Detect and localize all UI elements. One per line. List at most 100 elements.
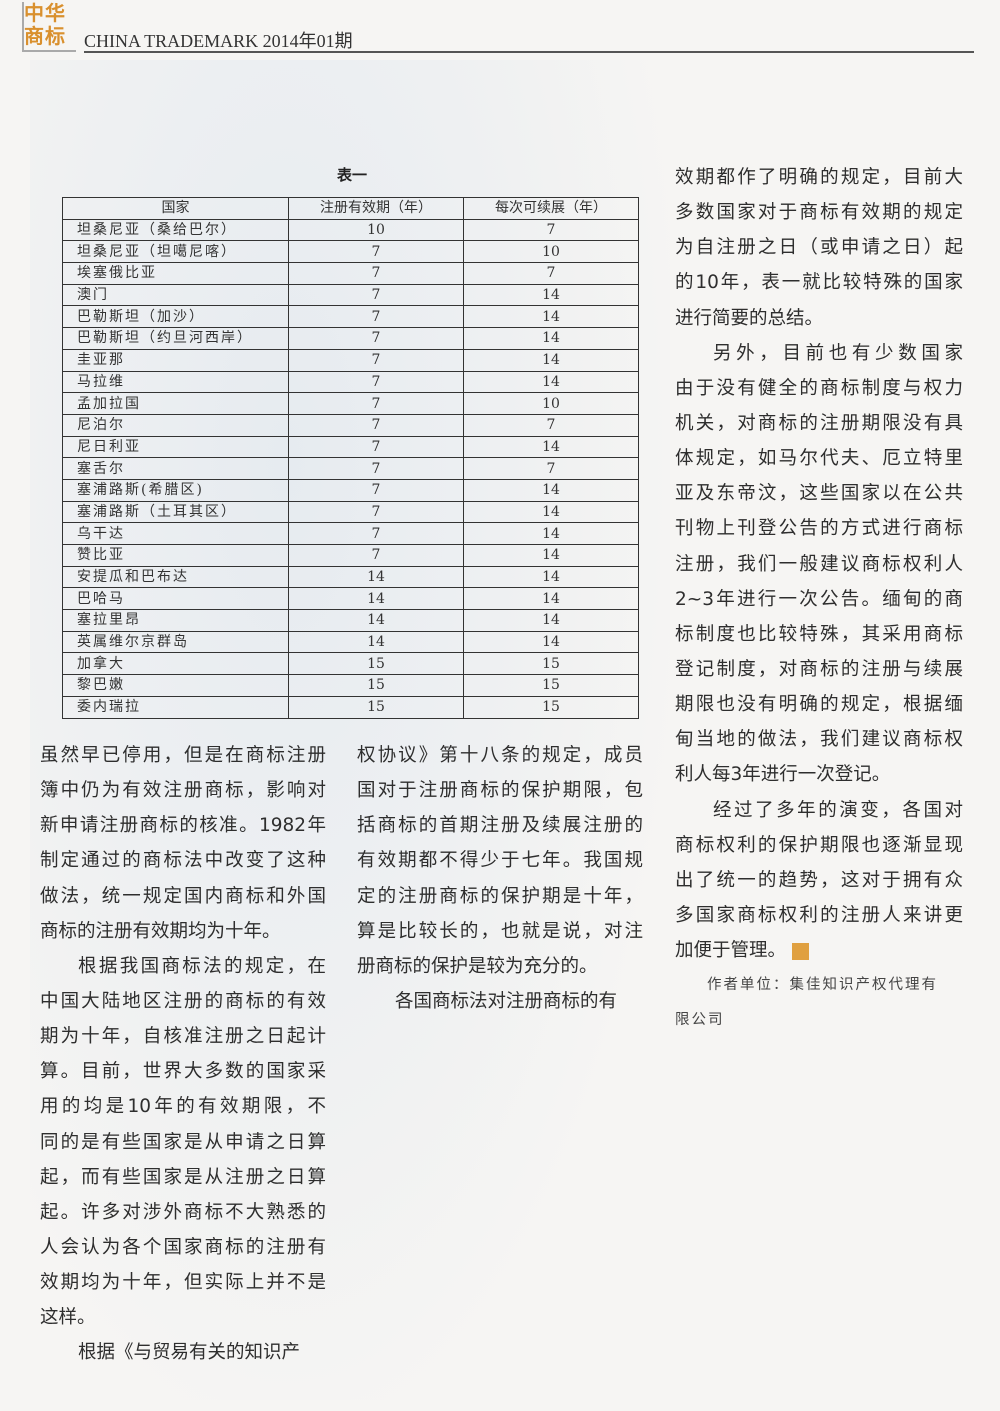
paragraph: 效期都作了明确的规定，目前大 多数国家对于商标有效期的规定 为自注册之日（或申请之日… (675, 160, 963, 336)
text-line: 商标的注册有效期均为十年。 (40, 914, 326, 949)
logo-line-1: 中华 (24, 1, 66, 25)
cell-country: 塞拉里昂 (62, 609, 289, 632)
line-text: 效期均为十年，但实际上并不是 (40, 1272, 326, 1294)
line-text: 起。许多对涉外商标不大熟悉的 (40, 1201, 326, 1223)
cell-country: 赞比亚 (62, 544, 289, 567)
line-text: 经过了多年的演变，各国对 (713, 799, 963, 821)
line-text: 人会认为各个国家商标的注册有 (40, 1236, 326, 1258)
cell-validity: 10 (288, 218, 464, 242)
cell-validity: 7 (288, 240, 464, 264)
cell-country: 澳门 (62, 283, 289, 307)
text-line: 由于没有健全的商标制度与权力 (675, 371, 963, 406)
text-line: 注册，我们一般建议商标权利人 (675, 547, 963, 582)
text-line: 体规定，如马尔代夫、厄立特里 (675, 441, 963, 476)
cell-renewal: 7 (463, 218, 639, 242)
text-line: 同的是有些国家是从申请之日算 (40, 1125, 326, 1160)
cell-validity: 7 (288, 413, 464, 437)
cell-renewal: 7 (463, 457, 639, 480)
cell-renewal: 14 (463, 587, 639, 611)
line-text: 体规定，如马尔代夫、厄立特里 (675, 448, 963, 470)
cell-country: 英属维尔京群岛 (62, 630, 289, 654)
text-line: 各国商标法对注册商标的有 (357, 984, 643, 1019)
column-right: 效期都作了明确的规定，目前大 多数国家对于商标有效期的规定 为自注册之日（或申请之日… (675, 160, 963, 968)
paragraph: 经过了多年的演变，各国对 商标权利的保护期限也逐渐显现 出了统一的趋势，这对于拥有众… (675, 793, 963, 969)
text-line: 效期均为十年，但实际上并不是 (40, 1265, 326, 1300)
cell-validity: 7 (288, 370, 464, 394)
cell-country: 坦桑尼亚（桑给巴尔） (62, 218, 289, 242)
text-line: 根据我国商标法的规定，在 (40, 949, 326, 984)
text-line: 另外，目前也有少数国家 (675, 336, 963, 371)
cell-country: 加拿大 (62, 652, 289, 676)
header-validity: 注册有效期（年） (288, 197, 464, 220)
cell-country: 黎巴嫩 (62, 674, 289, 697)
cell-renewal: 14 (463, 370, 639, 394)
line-text: 新申请注册商标的核准。1982年 (40, 815, 326, 837)
cell-validity: 7 (288, 262, 464, 285)
cell-country: 巴勒斯坦（约旦河西岸） (62, 327, 289, 350)
line-text: 括商标的首期注册及续展注册的 (357, 815, 643, 837)
line-text: 算。目前，世界大多数的国家采 (40, 1061, 326, 1083)
cell-renewal: 14 (463, 522, 639, 545)
cell-country: 塞浦路斯（土耳其区） (62, 500, 289, 524)
line-text: 同的是有些国家是从申请之日算 (40, 1131, 326, 1153)
text-line: 利人每3年进行一次登记。 (675, 757, 963, 792)
line-text: 商标的注册有效期均为十年。 (40, 920, 281, 942)
cell-renewal: 15 (463, 652, 639, 676)
text-line: 亚及东帝汶，这些国家以在公共 (675, 476, 963, 511)
table-row: 巴勒斯坦（约旦河西岸） 7 14 (62, 327, 639, 350)
table-row: 黎巴嫩 15 15 (62, 674, 639, 697)
cell-country: 埃塞俄比亚 (62, 262, 289, 285)
table-row: 巴哈马 14 14 (62, 587, 639, 611)
text-line: 期限也没有明确的规定，根据缅 (675, 687, 963, 722)
text-line: 多数国家对于商标有效期的规定 (675, 195, 963, 230)
text-line: 的10年，表一就比较特殊的国家 (675, 265, 963, 300)
table-row: 加拿大 15 15 (62, 652, 639, 676)
table-row: 赞比亚 7 14 (62, 544, 639, 567)
line-text: 期限也没有明确的规定，根据缅 (675, 694, 963, 716)
line-text: 多国家商标权利的注册人来讲更 (675, 904, 963, 926)
text-line: 起，而有些国家是从注册之日算 (40, 1160, 326, 1195)
text-line: 机关，对商标的注册期限没有具 (675, 406, 963, 441)
text-line: 登记制度，对商标的注册与续展 (675, 652, 963, 687)
header-renewal: 每次可续展（年） (463, 197, 639, 220)
line-text: 另外，目前也有少数国家 (713, 342, 963, 364)
cell-country: 塞浦路斯(希腊区) (62, 478, 289, 502)
text-line: 2~3年进行一次公告。缅甸的商 (675, 582, 963, 617)
line-text: 进行简要的总结。 (675, 307, 824, 329)
text-line: 制定通过的商标法中改变了这种 (40, 843, 326, 878)
cell-validity: 14 (288, 565, 464, 589)
cell-renewal: 14 (463, 305, 639, 329)
paragraph: 虽然早已停用，但是在商标注册 簿中仍为有效注册商标，影响对 新申请注册商标的核准。1… (40, 738, 326, 949)
cell-renewal: 15 (463, 695, 639, 719)
table-row: 塞舌尔 7 7 (62, 457, 639, 480)
column-middle: 权协议》第十八条的规定，成员 国对于注册商标的保护期限，包 括商标的首期注册及续展注… (357, 738, 643, 1019)
magazine-logo: 中华 商标 (22, 2, 76, 52)
cell-validity: 7 (288, 392, 464, 415)
seal-icon (792, 942, 810, 960)
text-line: 效期都作了明确的规定，目前大 (675, 160, 963, 195)
text-line: 进行简要的总结。 (675, 301, 963, 336)
line-text: 根据《与贸易有关的知识产 (78, 1342, 301, 1364)
text-line: 册商标的保护是较为充分的。 (357, 949, 643, 984)
table-row: 塞拉里昂 14 14 (62, 609, 639, 632)
line-text: 册商标的保护是较为充分的。 (357, 955, 598, 977)
column-left: 虽然早已停用，但是在商标注册 簿中仍为有效注册商标，影响对 新申请注册商标的核准。1… (40, 738, 326, 1371)
table-row: 澳门 7 14 (62, 283, 639, 307)
header-country: 国家 (62, 197, 289, 220)
text-line: 为自注册之日（或申请之日）起 (675, 230, 963, 265)
cell-validity: 14 (288, 609, 464, 632)
running-header: CHINA TRADEMARK 2014年01期 (84, 31, 353, 51)
table-row: 马拉维 7 14 (62, 370, 639, 394)
author-line: 限公司 (675, 1012, 725, 1028)
line-text: 由于没有健全的商标制度与权力 (675, 377, 963, 399)
cell-renewal: 14 (463, 348, 639, 372)
line-text: 注册，我们一般建议商标权利人 (675, 553, 963, 575)
cell-renewal: 14 (463, 327, 639, 350)
cell-country: 尼日利亚 (62, 435, 289, 459)
cell-country: 圭亚那 (62, 348, 289, 372)
cell-validity: 14 (288, 587, 464, 611)
cell-country: 巴哈马 (62, 587, 289, 611)
table-row: 安提瓜和巴布达 14 14 (62, 565, 639, 589)
cell-renewal: 14 (463, 435, 639, 459)
cell-validity: 7 (288, 348, 464, 372)
